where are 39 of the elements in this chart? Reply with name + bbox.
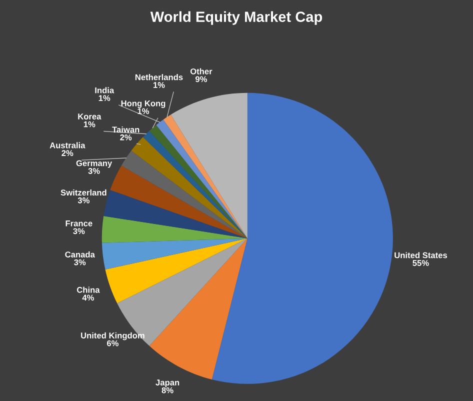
data-label: 1% [153, 82, 165, 88]
pie-slice [149, 238, 248, 380]
data-label: 6% [106, 340, 118, 346]
pie-slice [212, 92, 393, 384]
data-label: 2% [62, 150, 74, 156]
slice-label: Australia [50, 142, 86, 148]
pie-slice [102, 216, 248, 243]
pie-slice [170, 92, 248, 238]
pie-slice [102, 238, 248, 270]
chart-title: World Equity Market Cap [150, 11, 322, 25]
slice-label: Germany [76, 160, 112, 168]
slice-label: Hong Kong [121, 100, 166, 108]
data-label: 3% [78, 197, 90, 204]
slice-label: India [95, 87, 114, 94]
data-label: 1% [84, 121, 96, 128]
slice-label: United Kingdom [81, 332, 144, 340]
slice-label: China [76, 286, 100, 293]
data-label: 8% [162, 387, 174, 394]
data-label: 1% [138, 108, 150, 114]
slice-label: Switzerland [60, 189, 106, 196]
data-label: 9% [195, 76, 208, 82]
slice-label: Korea [78, 114, 102, 120]
slice-label: Canada [65, 251, 95, 258]
data-label: 1% [98, 95, 110, 102]
slice-label: Other [190, 68, 212, 74]
slice-label: Taiwan [112, 126, 140, 133]
data-label: 55% [412, 260, 429, 266]
data-label: 3% [73, 228, 85, 234]
pie-slice [110, 166, 248, 238]
slice-label: Japan [156, 380, 180, 388]
slice-label: Netherlands [135, 74, 183, 80]
data-label: 3% [74, 259, 86, 266]
slice-label: United States [394, 252, 448, 258]
data-label: 2% [120, 134, 132, 140]
pie-slice [121, 150, 248, 238]
data-label: 4% [82, 294, 94, 301]
data-label: 3% [88, 168, 100, 174]
slice-label: France [66, 220, 92, 226]
pie-slice [105, 238, 248, 304]
